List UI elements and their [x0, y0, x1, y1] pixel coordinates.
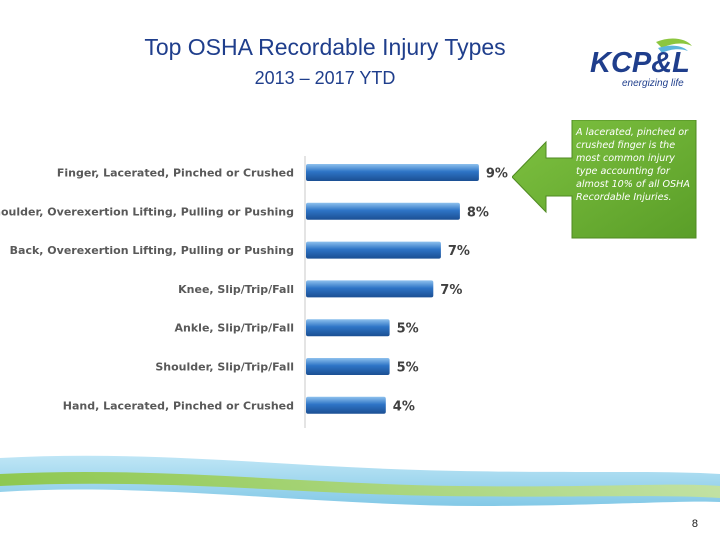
bar: [306, 319, 390, 337]
category-label: Shoulder, Slip/Trip/Fall: [155, 361, 294, 374]
bar: [306, 396, 386, 414]
bar: [306, 241, 441, 259]
data-label: 4%: [393, 399, 415, 414]
data-label: 9%: [486, 167, 508, 182]
logo-swoosh-icon: [656, 38, 692, 48]
kcpl-logo: KCP&L energizing life: [590, 38, 692, 89]
logo-tagline: energizing life: [622, 78, 684, 89]
category-label: Finger, Lacerated, Pinched or Crushed: [57, 167, 294, 180]
footer-green-wave: [0, 471, 720, 498]
category-label: Knee, Slip/Trip/Fall: [178, 283, 294, 296]
footer-wave-band: [0, 455, 720, 540]
injury-bar-chart: Finger, Lacerated, Pinched or Crushed 9% S…: [0, 156, 508, 428]
data-label: 5%: [397, 361, 419, 376]
data-label: 7%: [448, 244, 470, 259]
callout-shape: [512, 120, 697, 239]
slide-title: Top OSHA Recordable Injury Types: [144, 34, 506, 60]
page-number: 8: [691, 518, 698, 530]
category-label: Ankle, Slip/Trip/Fall: [175, 322, 294, 335]
data-label: 5%: [397, 322, 419, 337]
data-label: 8%: [467, 205, 489, 220]
category-label: Shoulder, Overexertion Lifting, Pulling …: [0, 205, 294, 218]
callout-text: A lacerated, pinched or crushed finger i…: [576, 127, 690, 203]
logo-swoosh-inner-icon: [658, 45, 688, 53]
bar: [306, 202, 460, 220]
footer-white-band: [0, 489, 720, 540]
category-label: Hand, Lacerated, Pinched or Crushed: [63, 399, 294, 412]
bar: [306, 358, 390, 375]
data-label: 7%: [440, 283, 462, 298]
logo-wordmark: KCP&L: [590, 47, 690, 79]
bar: [306, 164, 479, 181]
category-label: Back, Overexertion Lifting, Pulling or P…: [10, 244, 294, 257]
slide-subtitle: 2013 – 2017 YTD: [254, 68, 396, 88]
bar: [306, 280, 434, 298]
callout-arrow: [512, 120, 697, 239]
